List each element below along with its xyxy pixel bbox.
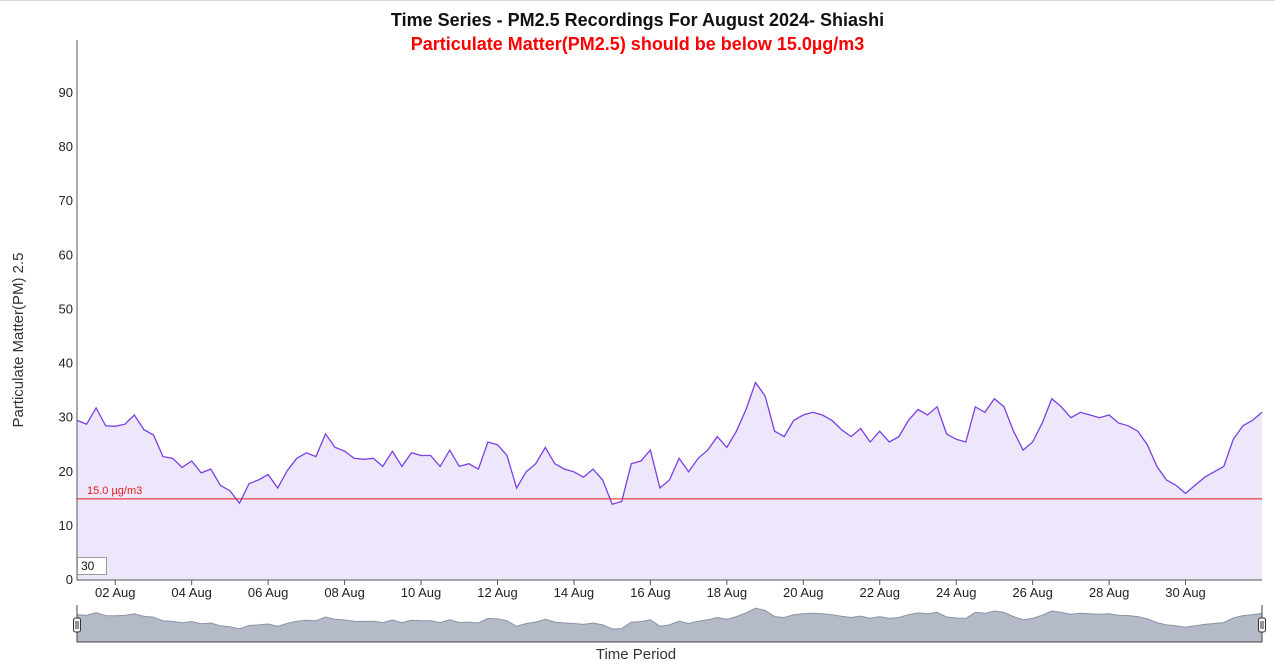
main-plot[interactable]: 15.0 µg/m3: [76, 381, 1263, 581]
x-tick-label: 02 Aug: [95, 585, 136, 600]
y-tick-label: 50: [59, 301, 73, 316]
x-tick-label: 08 Aug: [324, 585, 365, 600]
series-area: [77, 382, 1262, 580]
x-tick-label: 18 Aug: [707, 585, 748, 600]
y-tick-label: 10: [59, 518, 73, 533]
brush-handle-left[interactable]: [73, 617, 81, 633]
x-tick-label: 24 Aug: [936, 585, 977, 600]
y-tick-label: 90: [59, 85, 73, 100]
axes: 0 10 20 30 40 50 60 70 80 90 02 Aug 04 Aug 06 Aug 08 …: [59, 40, 1262, 600]
y-tick-label: 30: [59, 410, 73, 425]
chart-subtitle: Particulate Matter(PM2.5) should be belo…: [410, 34, 865, 54]
x-tick-label: 28 Aug: [1089, 585, 1130, 600]
x-tick-label: 16 Aug: [630, 585, 671, 600]
brush-area: [76, 607, 1263, 643]
series-line: [76, 381, 1263, 505]
y-tick-label: 0: [66, 572, 73, 587]
y-tick-label: 60: [59, 247, 73, 262]
x-tick-label: 04 Aug: [171, 585, 212, 600]
x-tick-label: 14 Aug: [554, 585, 595, 600]
top-border: [0, 0, 1275, 1]
y-tick-label: 40: [59, 356, 73, 371]
x-tick-label: 22 Aug: [859, 585, 900, 600]
y-axis-label: Particulate Matter(PM) 2.5: [10, 252, 27, 427]
x-tick-label: 20 Aug: [783, 585, 824, 600]
x-tick-label: 26 Aug: [1012, 585, 1053, 600]
smoothing-input[interactable]: [77, 557, 107, 575]
threshold-label: 15.0 µg/m3: [87, 485, 142, 497]
y-tick-label: 70: [59, 193, 73, 208]
y-tick-label: 80: [59, 139, 73, 154]
x-tick-label: 30 Aug: [1165, 585, 1206, 600]
x-tick-label: 06 Aug: [248, 585, 289, 600]
brush-handle-right[interactable]: [1258, 617, 1266, 633]
chart-title: Time Series - PM2.5 Recordings For Augus…: [390, 10, 885, 30]
y-tick-label: 20: [59, 464, 73, 479]
range-brush[interactable]: [73, 605, 1266, 643]
x-tick-label: 12 Aug: [477, 585, 518, 600]
x-axis-label: Time Period: [596, 646, 676, 663]
x-tick-label: 10 Aug: [401, 585, 442, 600]
